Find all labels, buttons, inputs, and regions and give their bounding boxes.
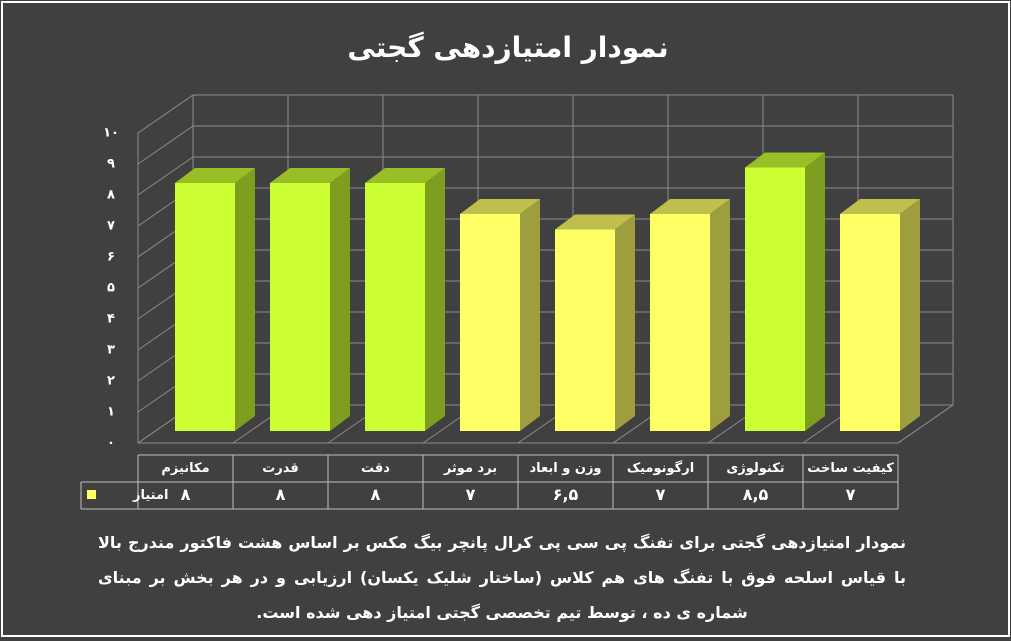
y-tick-label: ۱ (107, 405, 115, 420)
bar-side (425, 168, 445, 431)
bar-side (520, 199, 540, 431)
bar (745, 167, 805, 431)
y-tick-label: ۲ (107, 374, 115, 389)
y-tick-label: ۸ (107, 188, 115, 203)
bar-top (175, 168, 255, 183)
value-label: ۸ (371, 485, 381, 504)
bar-top (555, 214, 635, 230)
bar-top (650, 199, 730, 214)
bar-side (710, 199, 730, 431)
floor-edge (897, 404, 954, 444)
bar-side (330, 168, 350, 431)
bar-top (270, 168, 350, 183)
x-tick-label: ارگونومیک (627, 460, 694, 476)
value-label: ۷ (466, 485, 476, 504)
bar (650, 214, 710, 431)
value-label: ۶,۵ (553, 485, 579, 504)
y-tick-label: ۱۰ (103, 126, 119, 141)
y-tick-label: ۷ (107, 219, 115, 234)
x-tick-label: قدرت (262, 461, 299, 476)
x-tick-label: مکانیزم (161, 461, 209, 476)
x-tick-label: تکنولوژی (726, 461, 784, 476)
value-label: ۷ (656, 485, 666, 504)
bar (460, 214, 520, 431)
grid-line (137, 156, 194, 196)
bar-top (840, 199, 920, 214)
grid-line (137, 125, 194, 165)
bar-top (365, 168, 445, 183)
legend-label: امتیاز (132, 488, 168, 503)
value-label: ۸ (181, 485, 191, 504)
x-tick-label: دقت (361, 461, 390, 476)
legend-swatch (87, 490, 96, 499)
bar (175, 183, 235, 431)
value-label: ۸,۵ (743, 485, 769, 504)
y-tick-label: ۶ (107, 250, 115, 265)
y-tick-label: ۴ (107, 312, 115, 327)
value-label: ۷ (846, 485, 856, 504)
bar-side (615, 214, 635, 431)
y-tick-label: ۹ (107, 157, 115, 172)
chart-title: نمودار امتیازدهی گجتی (347, 31, 668, 64)
x-tick-label: کیفیت ساخت (807, 461, 894, 476)
caption: نمودار امتیازدهی گجتی برای تفنگ پی سی پی… (98, 533, 906, 622)
bar-top (460, 199, 540, 214)
bar-top (745, 152, 825, 168)
bar-side (235, 168, 255, 431)
y-tick-label: ۰ (107, 436, 115, 451)
grid-line (137, 94, 194, 134)
bar (365, 183, 425, 431)
y-tick-label: ۵ (107, 281, 115, 296)
bar (840, 214, 900, 431)
y-tick-label: ۳ (107, 343, 115, 358)
x-tick-label: وزن و ابعاد (529, 461, 601, 476)
bar (270, 183, 330, 431)
value-label: ۸ (276, 485, 286, 504)
chart: نمودار امتیازدهی گجتی ۰ ۱ ۲ ۳ ۴ ۵ ۶ ۷ ۸ ۹ ۱۰ مکانیز… (80, 31, 954, 510)
bar (555, 229, 615, 431)
bar-side (900, 199, 920, 431)
x-tick-label: برد موثر (443, 461, 497, 476)
bar-side (805, 152, 825, 431)
